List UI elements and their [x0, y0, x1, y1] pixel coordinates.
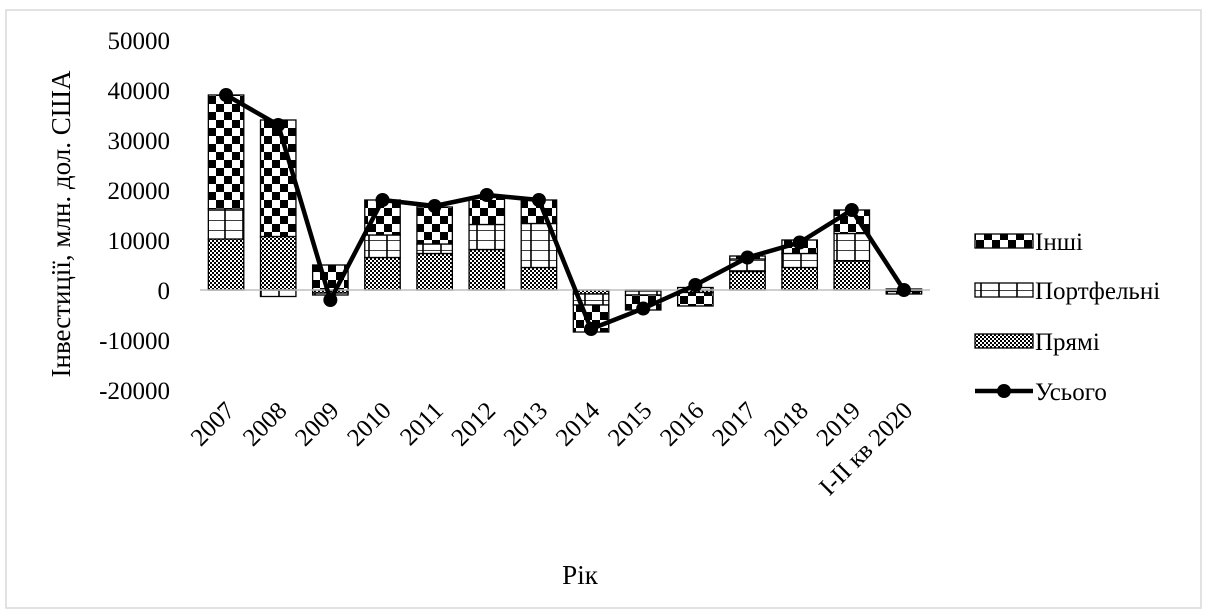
y-tick-label: 0 [158, 278, 171, 305]
total-point [584, 322, 599, 336]
x-axis-title: Рік [562, 560, 599, 590]
total-line-series [219, 88, 911, 336]
legend-swatch-grid [974, 282, 1034, 298]
total-point [896, 283, 911, 297]
bar-grid [416, 243, 454, 255]
legend-label: Усього [1035, 379, 1107, 406]
total-point [792, 235, 807, 250]
y-tick-label: 40000 [108, 78, 171, 105]
bar-negative-segment [259, 289, 297, 298]
total-point [479, 188, 494, 202]
total-point [427, 199, 442, 213]
y-tick-label: 30000 [108, 128, 171, 155]
bar-grid [364, 234, 401, 259]
total-point [271, 118, 286, 132]
legend-swatch-checker [974, 233, 1034, 249]
y-tick-label: 10000 [108, 228, 171, 255]
total-point [219, 88, 234, 102]
legend-label: Портфельні [1035, 278, 1160, 305]
bar-checker [207, 94, 245, 210]
total-point [740, 250, 755, 265]
total-point [323, 293, 338, 307]
bar-crosshatch-dots [468, 248, 506, 291]
legend-marker [997, 384, 1011, 398]
y-tick-label: 20000 [108, 178, 171, 205]
bar-checker [416, 206, 454, 245]
bar-checker [676, 291, 714, 307]
bar-crosshatch-dots [520, 266, 558, 291]
bar-crosshatch-dots [729, 270, 766, 291]
bar-checker [259, 119, 297, 238]
bar-crosshatch-dots [364, 256, 401, 291]
bar-crosshatch-dots [416, 252, 454, 291]
legend: Інші Портфельні Прямі Усього [974, 229, 1160, 406]
bar-crosshatch-dots [781, 266, 819, 291]
legend-label: Прямі [1035, 329, 1100, 356]
bar-grid [833, 232, 871, 262]
total-point [375, 193, 390, 207]
bar-grid [781, 252, 819, 269]
total-line [224, 93, 906, 332]
y-tick-label: 50000 [108, 28, 171, 55]
legend-swatch-crosshatch-dots [974, 333, 1034, 349]
bar-grid [468, 223, 506, 251]
y-axis-ticks: 50000 40000 30000 20000 10000 0 -10000 -20000 [99, 28, 170, 405]
y-axis-title: Інвестиції, млн. дол. США [46, 70, 76, 377]
total-point [844, 203, 859, 217]
bar-crosshatch-dots [207, 238, 245, 291]
y-tick-label: -10000 [99, 328, 170, 355]
total-point [688, 278, 703, 292]
bar-crosshatch-dots [833, 260, 871, 291]
bar-grid [207, 208, 245, 240]
total-point [636, 301, 651, 316]
legend-label: Інші [1035, 229, 1083, 256]
total-point [531, 193, 546, 207]
bar-crosshatch-dots [259, 235, 297, 291]
y-tick-label: -20000 [99, 378, 170, 405]
